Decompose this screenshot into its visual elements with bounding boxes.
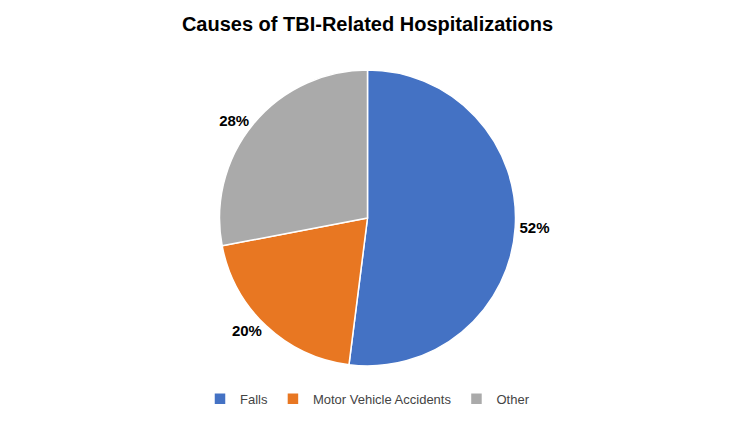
svg-text:28%: 28% [219,112,249,129]
svg-text:Other: Other [496,392,529,407]
svg-text:Falls: Falls [240,392,268,407]
svg-text:Motor Vehicle Accidents: Motor Vehicle Accidents [313,392,452,407]
svg-text:Causes of TBI-Related Hospital: Causes of TBI-Related Hospitalizations [182,13,553,35]
svg-text:52%: 52% [519,219,549,236]
svg-text:20%: 20% [232,322,262,339]
